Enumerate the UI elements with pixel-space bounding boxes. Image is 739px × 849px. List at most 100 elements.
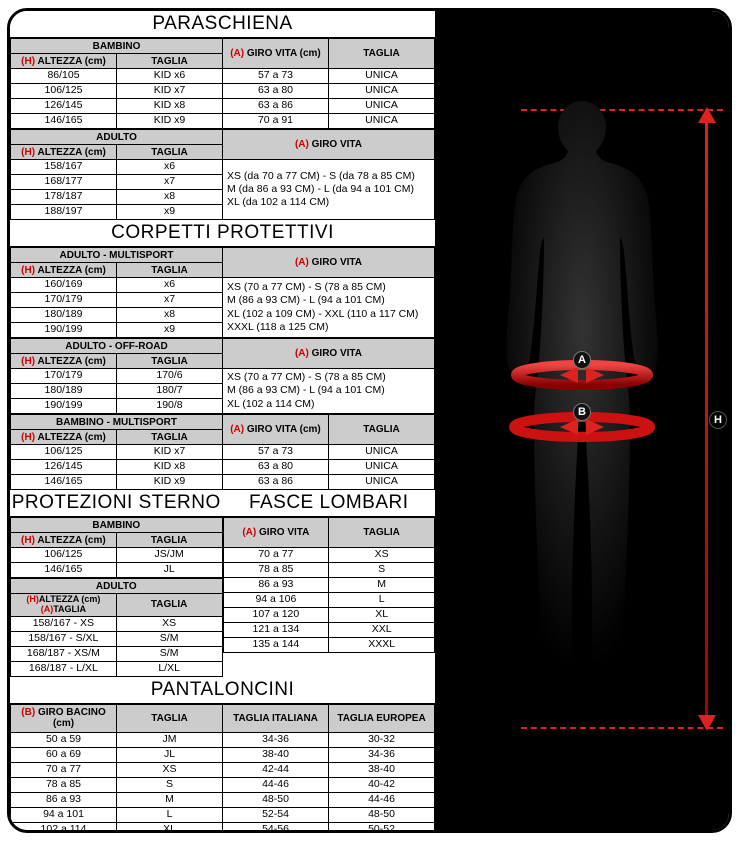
cell: 106/125 [11,84,117,99]
cell: 57 a 73 [223,69,329,84]
hdr-taglia: TAGLIA [117,145,223,160]
cell: 40-42 [329,777,435,792]
sterno-bambino-table: BAMBINO (H) ALTEZZA (cm) TAGLIA 106/125J… [10,517,223,578]
cell: 190/8 [117,399,223,414]
cell: 180/7 [117,384,223,399]
cell: 63 a 86 [223,99,329,114]
lombari-table: (A) GIRO VITA TAGLIA 70 a 77XS78 a 85S86… [223,517,436,653]
cell: KID x9 [117,475,223,490]
cell: 158/167 - S/XL [11,631,117,646]
hdr-taglia: TAGLIA [329,39,435,69]
hdr-taglia: TAGLIA [117,704,223,732]
cell: M [117,792,223,807]
figure-panel: A B H [435,11,729,830]
cell: 121 a 134 [223,623,329,638]
cell: 102 a 114 [11,822,117,833]
cell: 63 a 80 [223,84,329,99]
cell: M [329,578,435,593]
subhead: BAMBINO [11,518,223,533]
cell: 34-36 [329,747,435,762]
cell: 78 a 85 [11,777,117,792]
cell: L [329,593,435,608]
hdr-altezza: (H) ALTEZZA (cm) [11,354,117,369]
corpetti-off-table: ADULTO - OFF-ROAD (A) GIRO VITA (H) ALTE… [10,338,435,414]
cell: 30-32 [329,732,435,747]
waist-band-a: A [512,361,652,389]
cell: 63 a 80 [223,460,329,475]
cell: S [329,563,435,578]
cell: 57 a 73 [223,445,329,460]
cell: 126/145 [11,99,117,114]
cell: XS [116,616,222,631]
subhead-multi: ADULTO - MULTISPORT [11,248,223,263]
cell: 106/125 [11,445,117,460]
cell: UNICA [329,445,435,460]
title-lombari: FASCE LOMBARI [223,490,436,517]
hdr-taglia: TAGLIA [117,430,223,445]
cell: 188/197 [11,205,117,220]
tables-column: PARASCHIENA BAMBINO (A) GIRO VITA (cm) T… [10,11,435,830]
cell: 42-44 [223,762,329,777]
subhead: ADULTO [11,579,223,594]
hdr-giro-vita: (A) GIRO VITA [223,130,435,160]
title-corpetti: CORPETTI PROTETTIVI [10,220,435,247]
subhead-adulto: ADULTO [11,130,223,145]
cell: KID x9 [117,114,223,129]
cell: 170/179 [11,293,117,308]
hdr-altezza-taglia: (H)ALTEZZA (cm) (A)TAGLIA [11,594,117,617]
cell: UNICA [329,99,435,114]
cell: 50 a 59 [11,732,117,747]
cell: 44-46 [223,777,329,792]
cell: UNICA [329,475,435,490]
cell: XS [117,762,223,777]
cell: S/M [116,646,222,661]
hdr-taglia: TAGLIA [116,594,222,617]
hdr-giro-vita: (A) GIRO VITA [223,248,435,278]
cell: UNICA [329,69,435,84]
subhead-off: ADULTO - OFF-ROAD [11,339,223,354]
cell: KID x8 [117,99,223,114]
cell: 160/169 [11,278,117,293]
hdr-giro-vita: (A) GIRO VITA [223,518,329,548]
hdr-altezza: (H) ALTEZZA (cm) [11,263,117,278]
cell: 94 a 106 [223,593,329,608]
cell: XL [117,822,223,833]
cell: 106/125 [11,548,117,563]
cell: UNICA [329,84,435,99]
cell: JL [116,563,222,578]
hdr-altezza: (H) ALTEZZA (cm) [11,533,117,548]
cell: 107 a 120 [223,608,329,623]
hdr-giro-vita-cm: (A) GIRO VITA (cm) [223,39,329,69]
cell: 70 a 91 [223,114,329,129]
cell: 178/187 [11,190,117,205]
cell: 168/177 [11,175,117,190]
cell: 48-50 [223,792,329,807]
cell: 38-40 [223,747,329,762]
cell: x7 [117,293,223,308]
title-sterno: PROTEZIONI STERNO [10,490,223,517]
badge-a: A [573,351,591,369]
cell: 44-46 [329,792,435,807]
cell: XXL [329,623,435,638]
cell: 146/165 [11,114,117,129]
hdr-taglia-eu: TAGLIA EUROPEA [329,704,435,732]
cell: JL [117,747,223,762]
title-paraschiena: PARASCHIENA [10,11,435,38]
hdr-altezza: (H) ALTEZZA (cm) [11,54,117,69]
cell: 60 a 69 [11,747,117,762]
cell: 135 a 144 [223,638,329,653]
hdr-taglia: TAGLIA [117,54,223,69]
cell: 158/167 [11,160,117,175]
cell: XXXL [329,638,435,653]
cell: KID x7 [117,84,223,99]
cell: x8 [117,190,223,205]
cell: 63 a 86 [223,475,329,490]
hdr-giro-vita: (A) GIRO VITA [223,339,435,369]
cell: 94 a 101 [11,807,117,822]
paraschiena-adulto-table: ADULTO (A) GIRO VITA (H) ALTEZZA (cm) TA… [10,129,435,220]
hdr-taglia: TAGLIA [117,263,223,278]
cell: 146/165 [11,563,117,578]
cell: x6 [117,160,223,175]
cell: 190/199 [11,399,117,414]
cell: 180/189 [11,384,117,399]
